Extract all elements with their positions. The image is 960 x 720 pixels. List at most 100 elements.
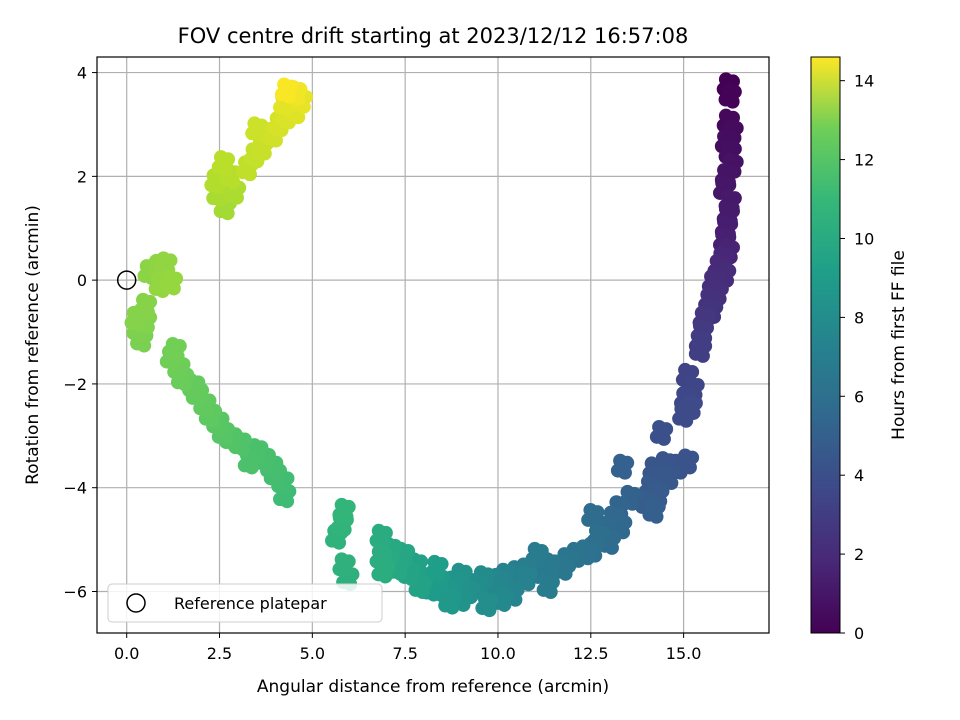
data-point	[339, 509, 354, 524]
data-point	[656, 431, 671, 446]
data-point	[609, 495, 624, 510]
data-point	[170, 348, 185, 363]
data-point	[497, 597, 512, 612]
colorbar-tick-label: 4	[854, 466, 864, 485]
legend-box	[107, 583, 383, 623]
data-point	[482, 603, 497, 618]
data-point	[332, 535, 347, 550]
data-point	[613, 453, 628, 468]
data-point	[720, 189, 735, 204]
x-tick-label: 5.0	[300, 644, 325, 663]
data-point	[427, 554, 442, 569]
data-point	[218, 431, 233, 446]
data-point	[722, 152, 737, 167]
scatter-points	[124, 72, 744, 618]
plot-frame	[96, 56, 770, 634]
data-point	[242, 167, 257, 182]
data-point	[717, 215, 732, 230]
y-axis-ticks: −6 −4 −2 0 2 4	[63, 64, 97, 601]
data-point	[205, 413, 220, 428]
x-tick-label: 15.0	[666, 644, 702, 663]
data-point	[521, 577, 536, 592]
colorbar-tick-label: 8	[854, 308, 864, 327]
x-axis-ticks: 0.0 2.5 5.0 7.5 10.0 12.5 15.0	[114, 633, 701, 663]
data-point	[695, 348, 710, 363]
data-point	[162, 269, 177, 284]
data-point	[432, 566, 447, 581]
y-tick-label: −4	[63, 479, 87, 498]
data-point	[371, 544, 386, 559]
data-point	[620, 484, 635, 499]
data-point	[268, 133, 283, 148]
legend: Reference platepar	[107, 583, 383, 623]
y-tick-label: 0	[77, 271, 87, 290]
data-point	[516, 565, 531, 580]
data-point	[281, 89, 296, 104]
data-point	[371, 523, 386, 538]
data-point	[244, 460, 259, 475]
data-point	[415, 585, 430, 600]
colorbar-ticks: 0 2 4 6 8 10 12 14	[840, 72, 874, 643]
data-point	[214, 150, 229, 165]
data-point	[718, 72, 733, 87]
data-point	[291, 110, 306, 125]
data-point	[700, 287, 715, 302]
data-point	[617, 465, 632, 480]
data-point	[136, 292, 151, 307]
data-point	[527, 541, 542, 556]
data-point	[378, 569, 393, 584]
data-point	[200, 403, 215, 418]
data-point	[538, 573, 553, 588]
data-point	[679, 413, 694, 428]
data-point	[715, 176, 730, 191]
data-point	[404, 572, 419, 587]
data-point	[558, 566, 573, 581]
data-point	[477, 591, 492, 606]
data-point	[165, 336, 180, 351]
colorbar-tick-label: 2	[854, 545, 864, 564]
colorbar-label: Hours from first FF file	[889, 250, 909, 440]
x-axis-label: Angular distance from reference (arcmin)	[257, 677, 609, 697]
data-point	[218, 162, 233, 177]
x-tick-label: 2.5	[207, 644, 232, 663]
data-point	[393, 566, 408, 581]
data-point	[652, 419, 667, 434]
data-point	[140, 304, 155, 319]
data-point	[226, 175, 241, 190]
x-tick-label: 7.5	[392, 644, 417, 663]
data-point	[220, 206, 235, 221]
data-point	[280, 494, 295, 509]
data-point	[678, 362, 693, 377]
x-tick-label: 10.0	[480, 644, 516, 663]
x-tick-label: 12.5	[573, 644, 609, 663]
data-point	[166, 281, 181, 296]
data-point	[722, 119, 737, 134]
grid-lines	[97, 57, 769, 633]
data-point	[339, 564, 354, 579]
data-point	[583, 503, 598, 518]
colorbar	[810, 56, 841, 634]
data-point	[189, 385, 204, 400]
data-point	[692, 318, 707, 333]
reference-platepar-marker	[116, 270, 137, 290]
y-tick-label: 4	[77, 64, 87, 83]
data-point	[720, 139, 735, 154]
data-point	[426, 587, 441, 602]
data-point	[717, 163, 732, 178]
x-tick-label: 0.0	[114, 644, 139, 663]
data-point	[720, 82, 735, 97]
data-point	[644, 497, 659, 512]
data-point	[247, 116, 262, 131]
data-point	[718, 202, 733, 217]
data-point	[131, 317, 146, 332]
data-point	[649, 509, 664, 524]
y-tick-label: 2	[77, 167, 87, 186]
data-point	[373, 557, 388, 572]
chart-title: FOV centre drift starting at 2023/12/12 …	[178, 24, 689, 48]
y-tick-label: −6	[63, 582, 87, 601]
colorbar-tick-label: 14	[854, 72, 874, 91]
data-point	[337, 522, 352, 537]
data-point	[683, 375, 698, 390]
data-point	[334, 552, 349, 567]
